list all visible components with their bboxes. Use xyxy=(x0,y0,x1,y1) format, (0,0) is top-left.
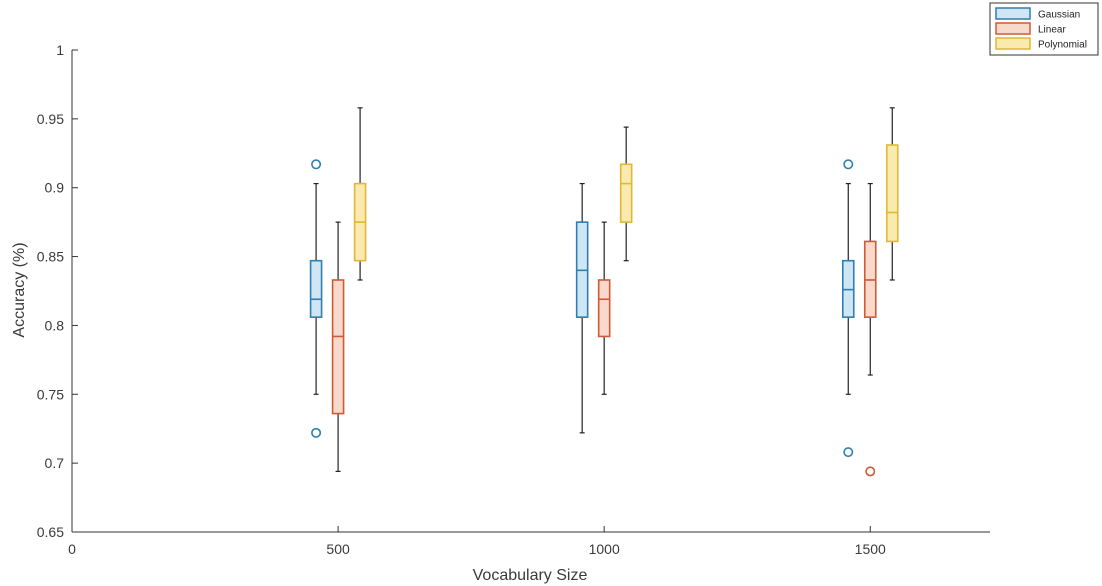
outlier-point xyxy=(843,447,854,458)
y-tick-label: 0.95 xyxy=(37,111,64,127)
box-iqr xyxy=(619,163,633,223)
y-tick-label: 0.9 xyxy=(45,180,65,196)
legend-label: Linear xyxy=(1038,25,1066,36)
legend-swatch xyxy=(995,22,1031,35)
gaussian-box-1000 xyxy=(575,182,589,434)
x-axis-label: Vocabulary Size xyxy=(473,567,588,584)
polynomial-box-1000 xyxy=(619,126,633,262)
legend-swatch xyxy=(995,37,1031,50)
box-iqr xyxy=(885,144,899,243)
polynomial-box-500 xyxy=(353,107,367,281)
outlier-point xyxy=(311,159,322,170)
legend-label: Gaussian xyxy=(1038,10,1080,21)
box-iqr xyxy=(331,279,345,415)
y-axis-label: Accuracy (%) xyxy=(11,242,28,337)
y-ticks: 0.65 0.7 0.75 0.8 0.85 0.9 0.95 1 xyxy=(37,42,78,540)
polynomial-box-1500 xyxy=(885,107,899,281)
outlier-point xyxy=(843,159,854,170)
box-iqr xyxy=(309,259,323,318)
y-tick-label: 0.85 xyxy=(37,249,64,265)
x-tick-label: 500 xyxy=(326,541,350,557)
outlier-point xyxy=(865,466,876,477)
y-tick-label: 0.65 xyxy=(37,524,64,540)
x-tick-label: 0 xyxy=(68,541,76,557)
legend-swatch xyxy=(995,7,1031,20)
linear-box-1500 xyxy=(863,182,877,477)
linear-box-500 xyxy=(331,221,345,473)
box-iqr xyxy=(597,279,611,338)
y-tick-label: 0.7 xyxy=(45,455,65,471)
gaussian-box-500 xyxy=(309,159,323,438)
gaussian-box-1500 xyxy=(841,159,855,458)
y-tick-label: 1 xyxy=(56,42,64,58)
y-tick-label: 0.75 xyxy=(37,386,64,402)
x-tick-label: 1000 xyxy=(589,541,620,557)
linear-box-1000 xyxy=(597,221,611,395)
boxes xyxy=(309,107,899,477)
legend: Gaussian Linear Polynomial xyxy=(989,2,1099,56)
x-ticks: 0500100015002000 xyxy=(68,526,886,557)
legend-label: Polynomial xyxy=(1038,40,1087,51)
y-tick-label: 0.8 xyxy=(45,317,65,333)
axes: 0.650.70.750.80.850.90.951 0500100015002… xyxy=(37,42,990,557)
x-tick-label: 1500 xyxy=(855,541,886,557)
outlier-point xyxy=(311,427,322,438)
